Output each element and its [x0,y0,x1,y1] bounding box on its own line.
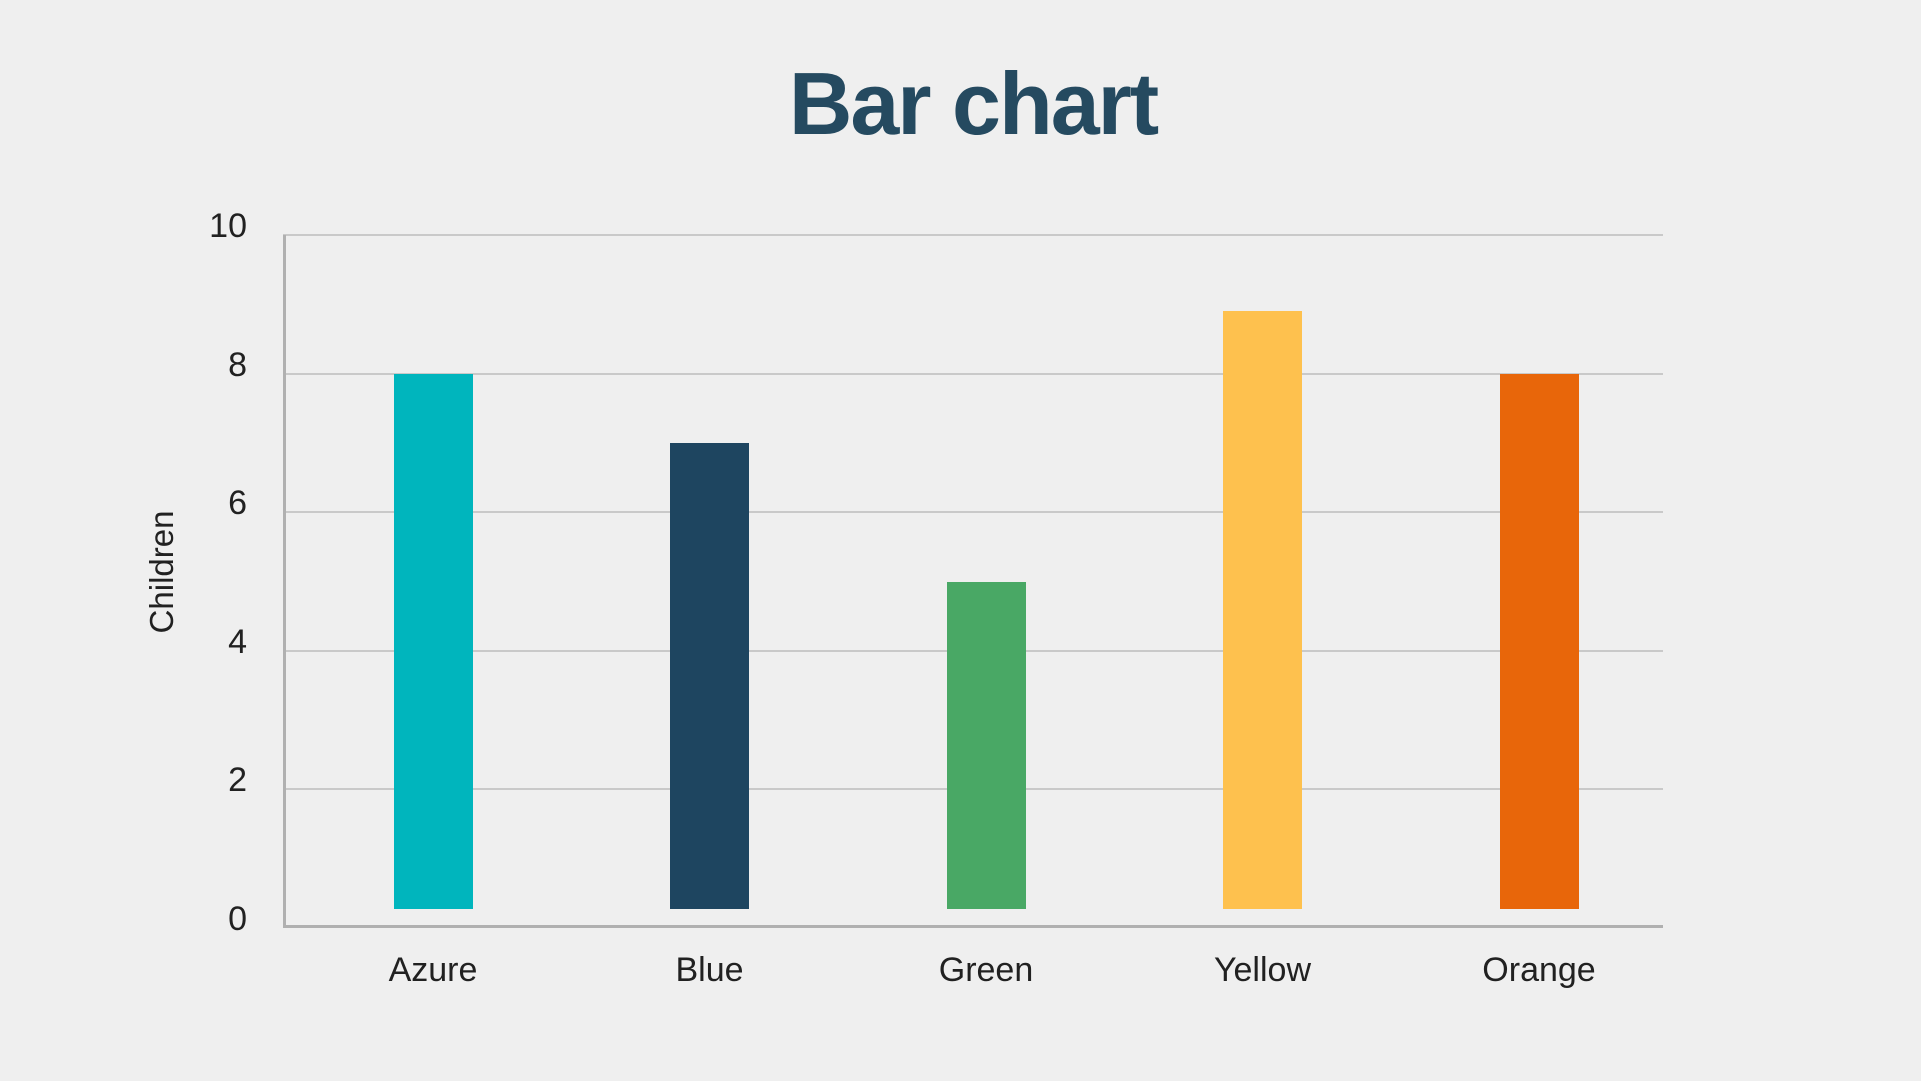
y-tick-label-2: 2 [228,761,247,800]
gridline-6 [283,511,1663,514]
y-tick-label-10: 10 [209,207,247,245]
chart-title: Bar chart [788,54,1159,153]
x-category-label-yellow: Yellow [1213,951,1312,989]
x-axis-line [283,925,1663,928]
bar-yellow [1223,311,1302,909]
bar-azure [393,373,473,909]
bar-green [946,581,1026,909]
x-category-label-orange: Orange [1482,951,1596,989]
y-axis-line [283,235,286,928]
y-tick-label-8: 8 [228,345,247,384]
y-tick-label-6: 6 [228,484,247,523]
y-tick-label-4: 4 [228,622,247,661]
x-category-label-green: Green [938,951,1034,989]
gridline-10 [283,234,1663,236]
bar-orange [1499,373,1579,909]
y-axis-title: Children [143,510,180,634]
x-category-label-blue: Blue [675,951,744,989]
x-category-label-azure: Azure [388,951,478,989]
bar-blue [670,442,749,909]
gridline-8 [283,372,1663,375]
y-tick-label-0: 0 [228,900,247,938]
